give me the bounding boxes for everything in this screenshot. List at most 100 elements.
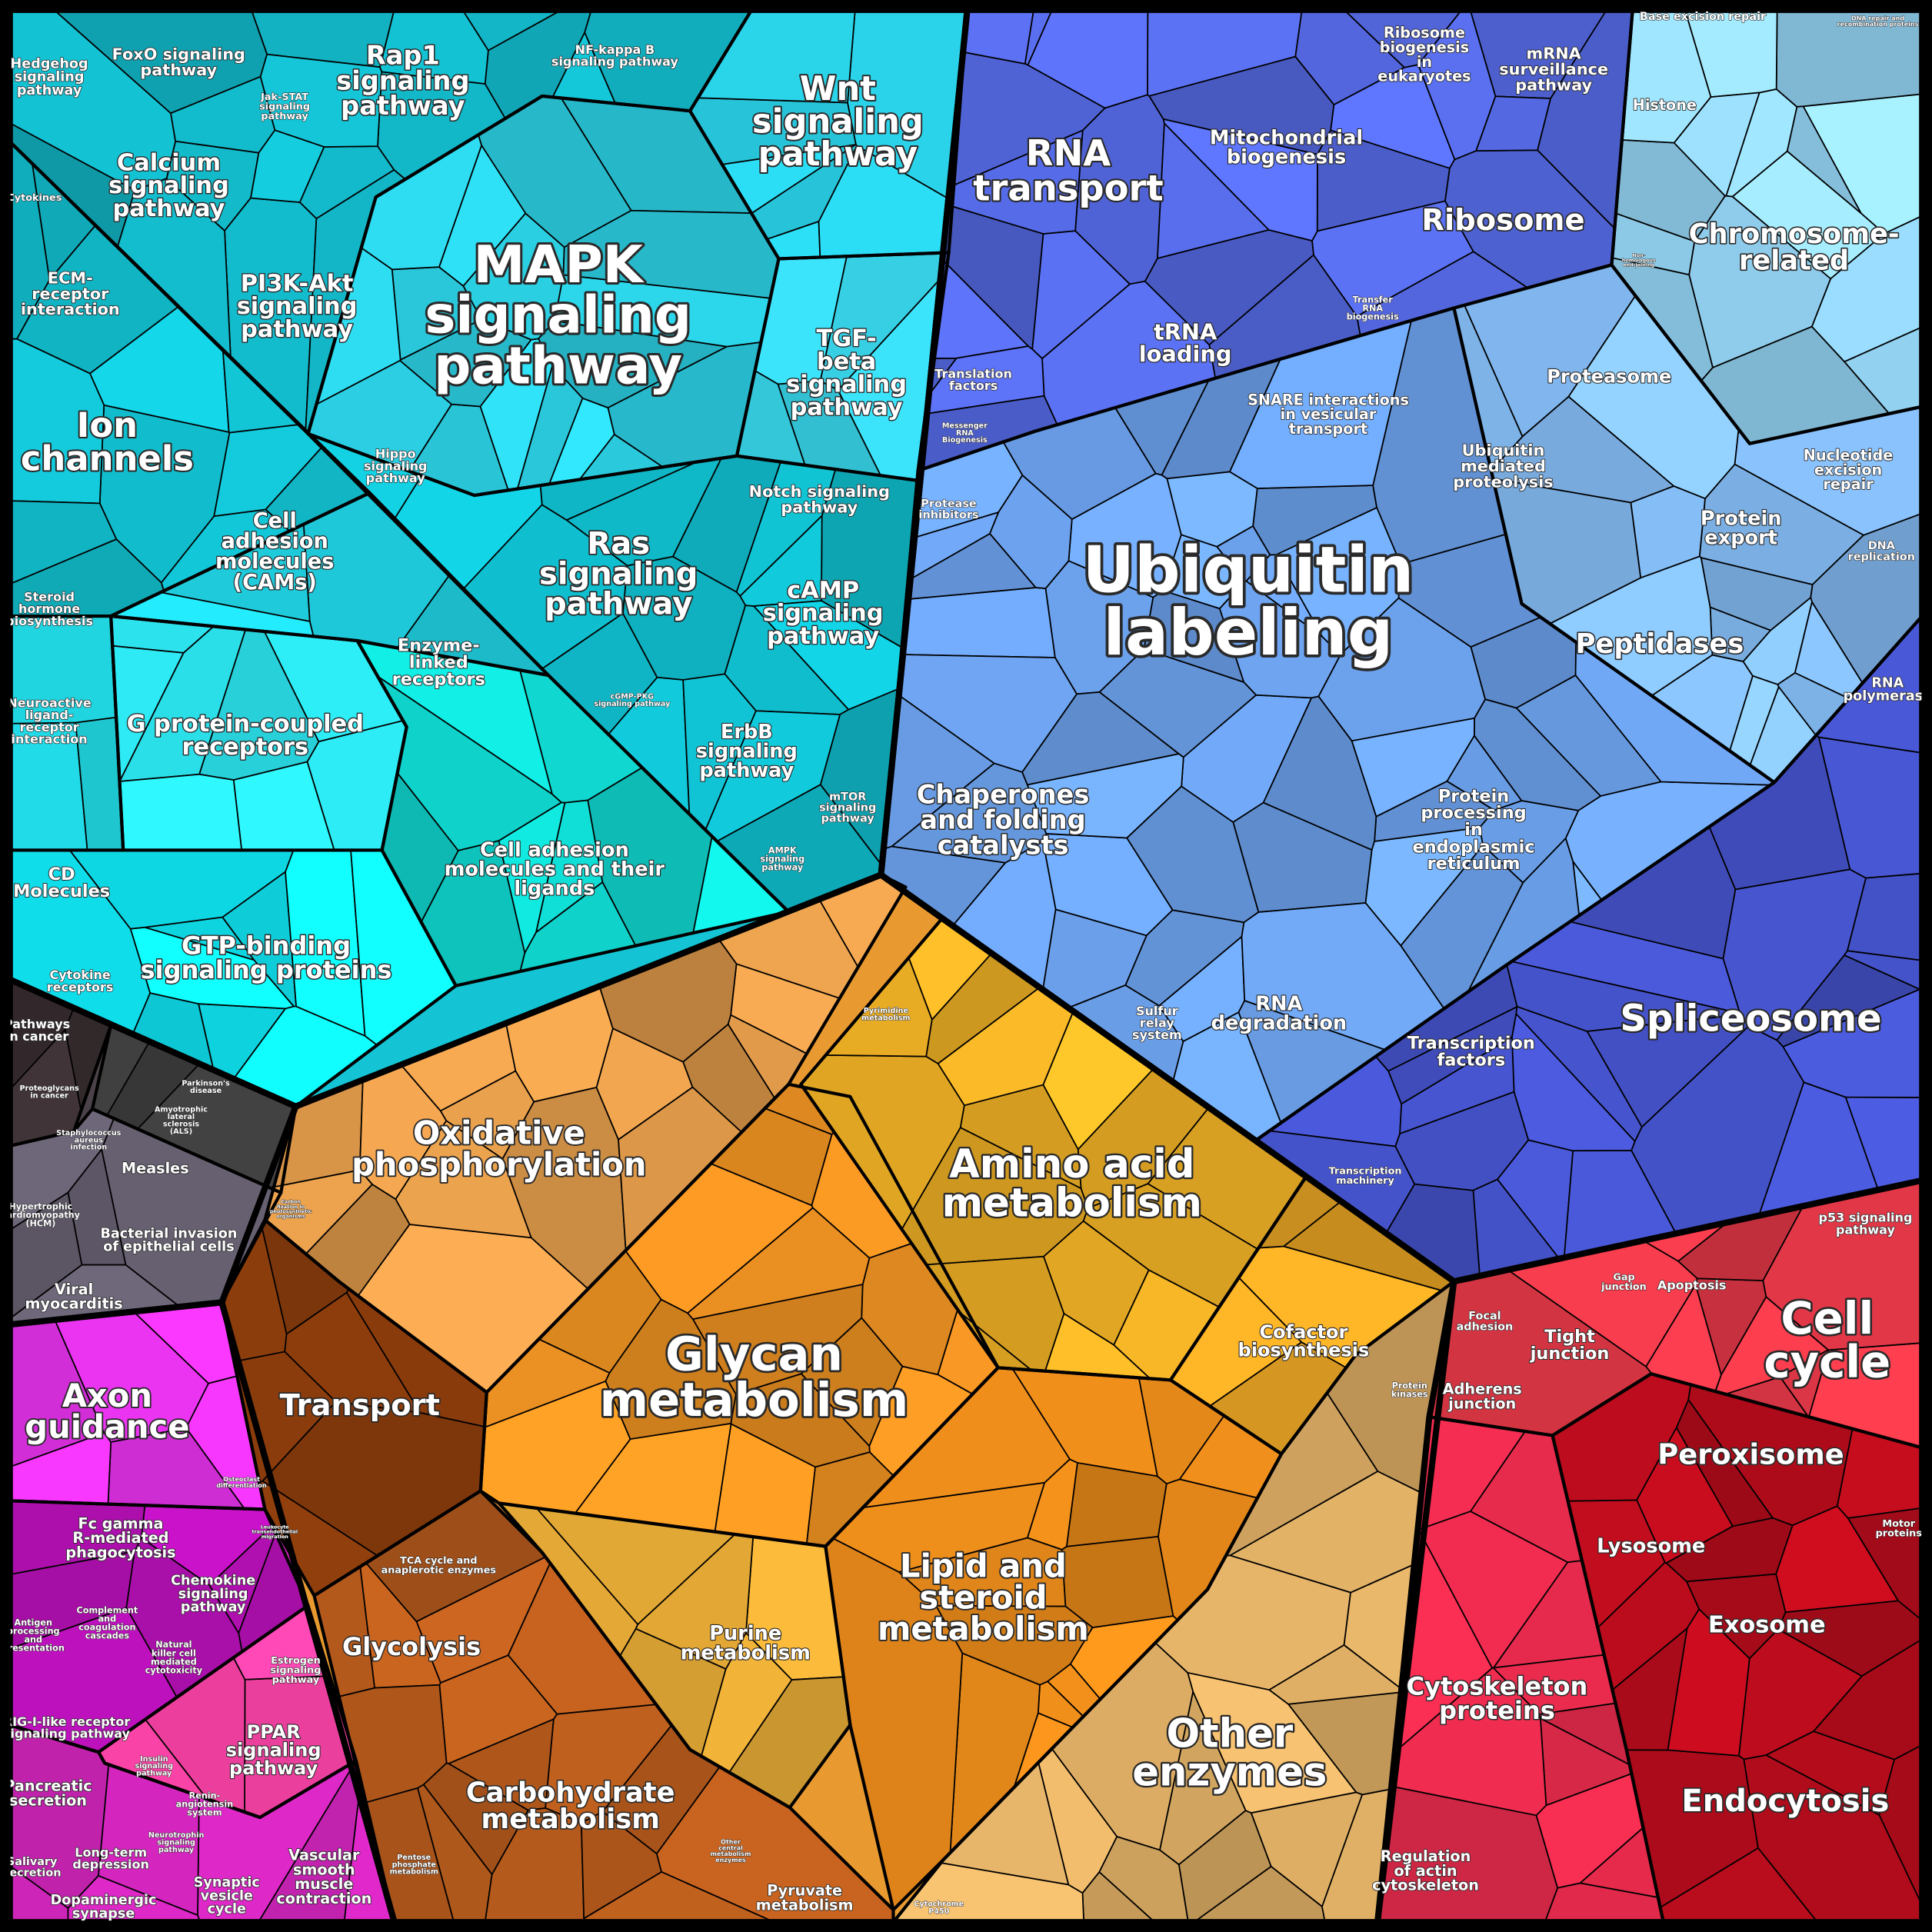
treemap-label: Pathways in cancer [4,1017,70,1044]
treemap-label: Transcription factors [1407,1034,1535,1071]
treemap-label: Spliceosome [1620,998,1881,1041]
treemap-label: Adherens junction [1443,1381,1522,1413]
treemap-label: DNA repair and recombination proteins [1837,15,1919,28]
treemap-label: Jak-STAT signaling pathway [259,92,310,122]
treemap-label: Axon guidance [25,1377,189,1446]
treemap-cell [440,1070,535,1160]
treemap-label: Endocytosis [1681,1784,1889,1819]
treemap-label: DNA replication [1848,540,1915,563]
treemap-cell [448,1718,555,1811]
treemap-label: TGF-beta signaling pathway [786,325,907,421]
treemap-label: Pancreatic secretion [4,1777,92,1809]
treemap-cell [1066,1462,1168,1547]
treemap-label: Hippo signaling pathway [364,447,428,485]
label-layer: Hedgehog signaling pathway FoxO signaling pa… [1,10,1932,1922]
treemap-label: Mitochondrial biogenesis [1210,126,1363,168]
treemap-label: cAMP signaling pathway [763,577,884,650]
treemap-label: Chaperones and folding catalysts [917,780,1090,861]
treemap-label: Glycolysis [342,1632,481,1661]
treemap-label: Base excision repair [1640,11,1767,23]
treemap-cell [315,247,401,405]
treemap-label: Transport [280,1388,440,1423]
treemap-label: Notch signaling pathway [749,482,890,517]
treemap-cell [118,773,243,851]
treemap-label: Measles [122,1160,189,1178]
treemap-label: RIG-I-like receptor signaling pathway [3,1714,131,1741]
treemap-label: Chemokine signaling pathway [171,1574,255,1615]
treemap-label: Messenger RNA Biogenesis [942,421,988,445]
treemap-cell [935,1604,1094,1686]
treemap-cell [1218,580,1341,699]
treemap-label: mRNA surveillance pathway [1499,45,1608,95]
treemap-label: Neuroactive ligand-receptor interaction [7,695,91,746]
treemap-label: Ubiquitin labeling [1082,532,1414,670]
treemap-label: Translation factors [934,366,1012,393]
treemap-label: Enzyme-linked receptors [392,635,485,689]
treemap-label: Ras signaling pathway [539,526,698,622]
treemap-label: Protein processing in endoplasmic reticulum [1413,786,1535,874]
treemap-cell [1673,92,1760,197]
treemap-label: Transfer RNA biogenesis [1347,295,1399,322]
treemap-label: Cell cycle [1764,1292,1890,1388]
treemap-label: Synaptic vesicle cycle [194,1875,260,1917]
treemap-label: Apoptosis [1657,1278,1727,1293]
treemap-label: RNA degradation [1211,993,1347,1035]
treemap-label: RNA polymerase [1844,675,1932,704]
treemap-label: Proteasome [1547,365,1671,387]
treemap-cell [1245,554,1324,638]
treemap-label: Carbohydrate metabolism [466,1777,675,1835]
treemap-label: Non-homologous end-joining [1622,252,1656,268]
treemap-label: Tight junction [1530,1327,1610,1364]
treemap-cell [598,938,738,1063]
treemap-cell [1162,118,1318,242]
treemap-label: Cytokines [7,192,62,204]
treemap-label: Pentose phosphate metabolism [390,1854,438,1877]
treemap-cell [284,1291,421,1414]
treemap-label: ECM-receptor interaction [21,268,120,318]
treemap-label: Renin-angiotensin system [176,1790,234,1817]
treemap-label: Transcription machinery [1329,1166,1402,1187]
treemap-label: Antigen processing and presentation [2,1617,65,1653]
treemap-label: Cytochrome P450 [914,1900,964,1916]
treemap-label: Focal adhesion [1457,1310,1514,1333]
treemap-label: Osteoclast differentiation [216,1476,266,1489]
treemap-cell [730,1373,871,1468]
treemap-label: Motor proteins [1876,1518,1923,1539]
treemap-label: Protein kinases [1391,1381,1428,1400]
treemap-cell [1475,95,1551,152]
treemap-label: Rap1 signaling pathway [336,40,469,121]
subgroup-outline [355,638,791,988]
treemap-label: Other central metabolism enzymes [711,1838,751,1864]
treemap-label: Cofactor biosynthesis [1238,1321,1370,1361]
treemap-cell [1667,1608,1750,1757]
treemap-label: Cytokine receptors [47,968,114,994]
treemap-label: CD Molecules [13,864,110,901]
treemap-label: Dopaminergic synapse [51,1893,157,1921]
treemap-cell [924,345,1045,415]
treemap-label: Viral myocarditis [25,1281,123,1313]
treemap-label: Protein export [1700,507,1782,549]
treemap-label: Calcium signaling pathway [108,149,229,222]
treemap-label: Estrogen signaling pathway [271,1655,321,1686]
treemap-cell [1187,1672,1357,1814]
treemap-label: Hedgehog signaling pathway [11,56,88,98]
treemap-label: Complement and coagulation cascades [77,1605,138,1641]
treemap-label: p53 signaling pathway [1819,1211,1913,1237]
treemap-label: Long-term depression [72,1845,149,1872]
treemap-label: Bacterial invasion of epithelial cells [100,1226,237,1254]
treemap-label: Ribosome biogenesis in eukaryotes [1377,24,1471,85]
treemap-label: Fc gamma R-mediated phagocytosis [65,1514,175,1561]
treemap-label: ErbB signaling pathway [696,721,798,782]
treemap-label: Amino acid metabolism [942,1141,1202,1226]
treemap-label: Ubiquitin mediated proteolysis [1453,441,1553,491]
treemap-label: Gap junction [1601,1272,1647,1293]
treemap-label: Wnt signaling pathway [752,70,924,174]
treemap-label: Nucleotide excision repair [1804,447,1894,494]
treemap-cell [687,1207,871,1321]
treemap-label: RNA transport [973,132,1163,209]
treemap-label: Chromosome-related [1689,218,1900,277]
treemap-cell [580,1810,662,1920]
treemap-label: SNARE interactions in vesicular transport [1247,391,1409,438]
treemap-label: Purine metabolism [681,1622,811,1664]
